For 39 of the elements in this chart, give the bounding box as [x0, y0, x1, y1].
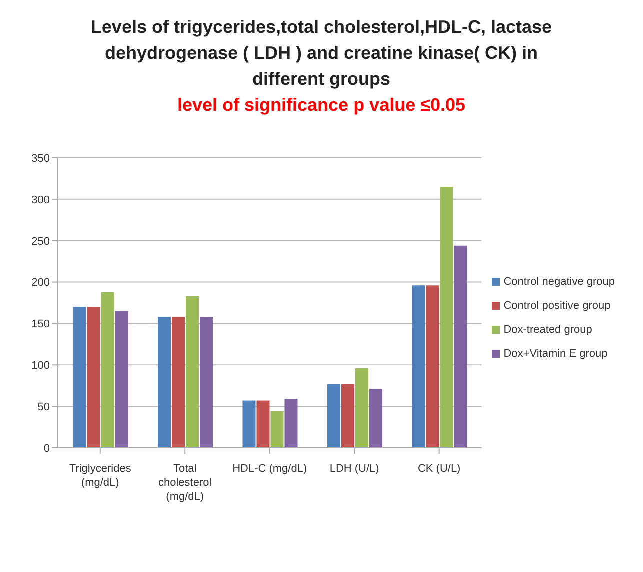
y-tick-label: 100: [32, 360, 50, 372]
legend-label: Dox+Vitamin E group: [504, 348, 608, 360]
bar: [327, 384, 340, 448]
y-tick-label: 0: [44, 442, 50, 455]
bar: [454, 246, 468, 448]
bar: [87, 307, 100, 448]
bar: [440, 187, 454, 448]
legend-label: Control positive group: [504, 300, 611, 312]
bar: [200, 317, 213, 448]
bar: [412, 286, 426, 448]
bar: [256, 400, 270, 448]
y-tick-label: 200: [32, 277, 50, 290]
x-tick-label: Triglycerides (mg/dL): [69, 463, 132, 489]
y-tick-label: 350: [32, 152, 50, 165]
bar: [101, 292, 114, 448]
bar: [158, 317, 171, 448]
bar: [242, 400, 256, 448]
y-tick-label: 50: [38, 401, 50, 414]
bar: [186, 296, 199, 448]
bar: [426, 286, 440, 448]
legend-label: Control negative group: [504, 276, 615, 288]
chart-subtitle: level of significance p value ≤0.05: [176, 94, 466, 117]
bar: [73, 307, 86, 448]
y-tick-label: 150: [32, 318, 50, 331]
bar: [172, 317, 185, 448]
bar: [284, 399, 298, 448]
bar: [115, 311, 128, 448]
legend-label: Dox-treated group: [504, 324, 592, 336]
bar: [270, 412, 284, 448]
x-tick-label: LDH (U/L): [330, 463, 380, 475]
bar: [355, 368, 368, 448]
x-tick-label: CK (U/L): [418, 463, 461, 475]
chart-title: Levels of trigycerides,total cholesterol,HDL-C, lactase dehydrogenase ( LDH ) and creatine kinase( CK) in different groups: [90, 16, 554, 91]
y-tick-label: 300: [32, 194, 50, 206]
y-tick-label: 250: [32, 236, 50, 248]
x-tick-label: Total cholesterol (mg/dL): [158, 463, 212, 503]
bar: [369, 389, 382, 448]
x-tick-label: HDL-C (mg/dL): [232, 463, 308, 475]
bar: [341, 384, 354, 448]
